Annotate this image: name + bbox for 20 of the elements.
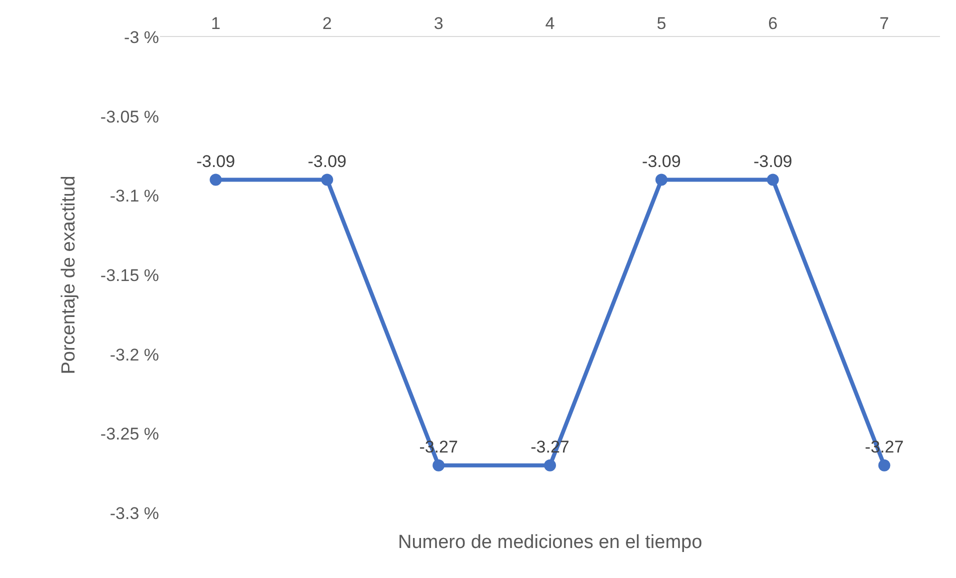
x-tick-label: 3 <box>434 14 444 34</box>
x-tick-label: 4 <box>545 14 555 34</box>
data-label: -3.09 <box>753 152 792 172</box>
y-tick-label: -3.25 % <box>100 424 159 444</box>
y-tick-label: -3.2 % <box>110 345 159 364</box>
data-label: -3.09 <box>308 152 347 172</box>
x-axis-title: Numero de mediciones en el tiempo <box>398 532 702 553</box>
y-tick-label: -3.15 % <box>100 266 159 285</box>
x-tick-label: 1 <box>210 14 220 34</box>
y-tick-label: -3 % <box>124 28 159 47</box>
y-axis-title: Porcentaje de exactitud <box>58 176 80 374</box>
x-tick-label: 2 <box>322 14 332 34</box>
data-label: -3.09 <box>196 152 236 172</box>
x-tick-label: 6 <box>768 14 778 34</box>
x-tick-label: 7 <box>880 14 890 34</box>
y-tick-label: -3.1 % <box>110 186 159 206</box>
y-tick-label: -3.05 % <box>100 107 159 126</box>
y-tick-label: -3.3 % <box>110 504 159 523</box>
data-label: -3.09 <box>642 152 681 172</box>
x-tick-label: 5 <box>656 14 666 34</box>
